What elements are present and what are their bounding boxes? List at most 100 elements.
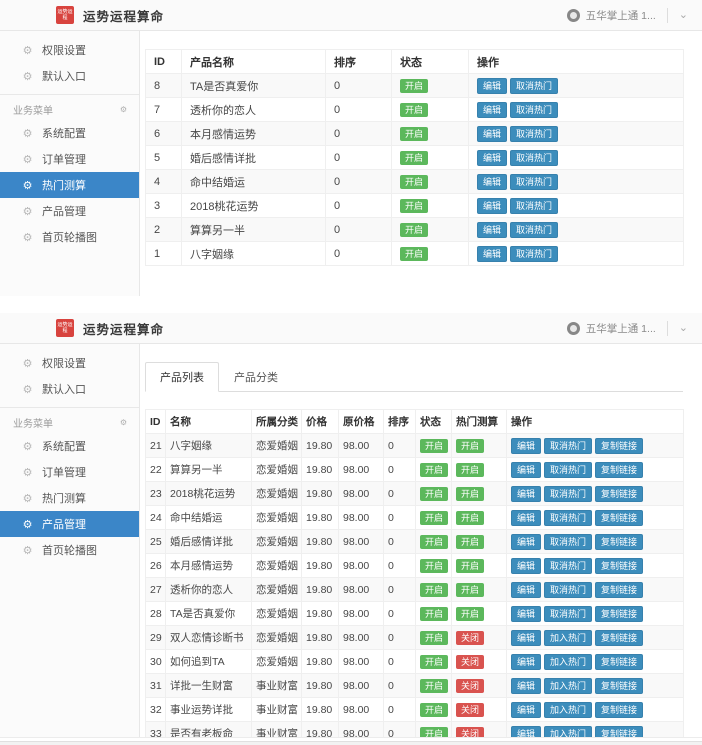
- hot-products-table: ID 产品名称 排序 状态 操作 8 TA是否真爱你 0 开启 编辑 取消热门 7 透析你的恋人 0 开启编…: [145, 49, 684, 266]
- section-label-text: 业务菜单: [13, 106, 53, 117]
- app-header: 运势运程 运势运程算命 五华掌上通 1... ⌄: [0, 313, 702, 344]
- action-button[interactable]: 取消热门: [544, 581, 593, 598]
- status-badge: 开启: [420, 486, 449, 501]
- action-button[interactable]: 复制链接: [595, 677, 644, 694]
- action-button[interactable]: 复制链接: [595, 437, 644, 454]
- action-button[interactable]: 复制链接: [595, 485, 644, 502]
- action-button[interactable]: 复制链接: [595, 581, 644, 598]
- action-button[interactable]: 编辑: [477, 197, 508, 214]
- avatar-icon[interactable]: [566, 8, 580, 22]
- action-button[interactable]: 复制链接: [595, 461, 644, 478]
- sidebar-item[interactable]: ⚙ 产品管理: [0, 198, 139, 224]
- action-button[interactable]: 复制链接: [595, 557, 644, 574]
- sidebar-item[interactable]: ⚙ 订单管理: [0, 146, 139, 172]
- cell-id: 5: [145, 145, 182, 170]
- tab[interactable]: 产品分类: [234, 372, 278, 384]
- action-button[interactable]: 取消热门: [510, 173, 559, 190]
- sidebar-item[interactable]: ⚙ 默认入口: [0, 376, 139, 402]
- cell-hot: 开启: [451, 529, 507, 554]
- action-button[interactable]: 取消热门: [544, 557, 593, 574]
- action-button[interactable]: 编辑: [477, 221, 508, 238]
- action-button[interactable]: 复制链接: [595, 701, 644, 718]
- products-table: ID 名称 所属分类 价格 原价格 排序 状态 热门测算 操作 21 八字姻缘 恋爱婚姻 19.80 98…: [145, 409, 684, 737]
- action-button[interactable]: 复制链接: [595, 725, 644, 737]
- action-button[interactable]: 编辑: [511, 581, 542, 598]
- action-button[interactable]: 复制链接: [595, 533, 644, 550]
- action-button[interactable]: 编辑: [511, 557, 542, 574]
- table-row: 24 命中结婚运 恋爱婚姻 19.80 98.00 0 开启 开启 编辑 取消热门 复制链接: [145, 505, 684, 530]
- action-button[interactable]: 加入热门: [544, 725, 593, 737]
- action-button[interactable]: 取消热门: [510, 101, 559, 118]
- avatar-icon[interactable]: [566, 321, 580, 335]
- action-button[interactable]: 编辑: [511, 437, 542, 454]
- sidebar-item-label: 首页轮播图: [42, 232, 97, 244]
- action-button[interactable]: 取消热门: [510, 77, 559, 94]
- action-button[interactable]: 复制链接: [595, 509, 644, 526]
- action-button[interactable]: 编辑: [511, 701, 542, 718]
- cell-status: 开启: [415, 481, 452, 506]
- action-button[interactable]: 加入热门: [544, 629, 593, 646]
- action-button[interactable]: 编辑: [511, 725, 542, 737]
- action-button[interactable]: 编辑: [477, 173, 508, 190]
- cell-actions: 编辑 加入热门 复制链接: [506, 625, 684, 650]
- action-button[interactable]: 编辑: [477, 245, 508, 262]
- action-button[interactable]: 取消热门: [544, 533, 593, 550]
- action-button[interactable]: 取消热门: [544, 437, 593, 454]
- cell-id: 1: [145, 241, 182, 266]
- sidebar-item[interactable]: ⚙ 权限设置: [0, 37, 139, 63]
- sidebar-item[interactable]: ⚙ 默认入口: [0, 63, 139, 89]
- sidebar-item[interactable]: ⚙ 首页轮播图: [0, 224, 139, 250]
- sidebar-item[interactable]: ⚙ 权限设置: [0, 350, 139, 376]
- cell-actions: 编辑 取消热门: [468, 73, 684, 98]
- sidebar-item[interactable]: ⚙ 系统配置: [0, 120, 139, 146]
- action-button[interactable]: 加入热门: [544, 677, 593, 694]
- action-button[interactable]: 编辑: [511, 509, 542, 526]
- action-button[interactable]: 编辑: [511, 533, 542, 550]
- sidebar-item-label: 权限设置: [42, 45, 86, 57]
- sidebar-item[interactable]: ⚙ 订单管理: [0, 459, 139, 485]
- action-button[interactable]: 取消热门: [510, 125, 559, 142]
- action-button[interactable]: 取消热门: [510, 197, 559, 214]
- table-row: 31 详批一生财富 事业财富 19.80 98.00 0 开启 关闭 编辑 加入热门 复制链接: [145, 673, 684, 698]
- action-button[interactable]: 复制链接: [595, 653, 644, 670]
- tab[interactable]: 产品列表: [145, 362, 219, 392]
- action-button[interactable]: 取消热门: [544, 485, 593, 502]
- action-button[interactable]: 取消热门: [544, 461, 593, 478]
- status-badge: 关闭: [456, 654, 485, 669]
- sidebar-item[interactable]: ⚙ 产品管理: [0, 511, 139, 537]
- sidebar-item-label: 默认入口: [42, 71, 86, 83]
- username[interactable]: 五华掌上通 1...: [585, 9, 656, 22]
- cell-status: 开启: [415, 577, 452, 602]
- action-button[interactable]: 编辑: [511, 677, 542, 694]
- cell-hot: 开启: [451, 505, 507, 530]
- action-button[interactable]: 编辑: [511, 605, 542, 622]
- action-button[interactable]: 复制链接: [595, 629, 644, 646]
- sidebar-item[interactable]: ⚙ 热门测算: [0, 172, 139, 198]
- sidebar-item[interactable]: ⚙ 热门测算: [0, 485, 139, 511]
- action-button[interactable]: 取消热门: [544, 509, 593, 526]
- action-button[interactable]: 编辑: [477, 125, 508, 142]
- action-button[interactable]: 取消热门: [510, 149, 559, 166]
- cell-orig_price: 98.00: [338, 553, 384, 578]
- action-button[interactable]: 复制链接: [595, 605, 644, 622]
- action-button[interactable]: 编辑: [477, 77, 508, 94]
- sidebar-item[interactable]: ⚙ 系统配置: [0, 433, 139, 459]
- status-badge: 开启: [456, 486, 485, 501]
- action-button[interactable]: 编辑: [511, 629, 542, 646]
- action-button[interactable]: 编辑: [511, 485, 542, 502]
- action-button[interactable]: 编辑: [477, 101, 508, 118]
- action-button[interactable]: 加入热门: [544, 701, 593, 718]
- action-button[interactable]: 加入热门: [544, 653, 593, 670]
- cell-sort: 0: [383, 601, 416, 626]
- sidebar-item[interactable]: ⚙ 首页轮播图: [0, 537, 139, 563]
- chevron-down-icon[interactable]: ⌄: [678, 9, 688, 21]
- action-button[interactable]: 取消热门: [544, 605, 593, 622]
- action-button[interactable]: 编辑: [477, 149, 508, 166]
- action-button[interactable]: 编辑: [511, 653, 542, 670]
- action-button[interactable]: 编辑: [511, 461, 542, 478]
- chevron-down-icon[interactable]: ⌄: [678, 322, 688, 334]
- username[interactable]: 五华掌上通 1...: [585, 322, 656, 335]
- action-button[interactable]: 取消热门: [510, 221, 559, 238]
- status-badge: 开启: [456, 606, 485, 621]
- action-button[interactable]: 取消热门: [510, 245, 559, 262]
